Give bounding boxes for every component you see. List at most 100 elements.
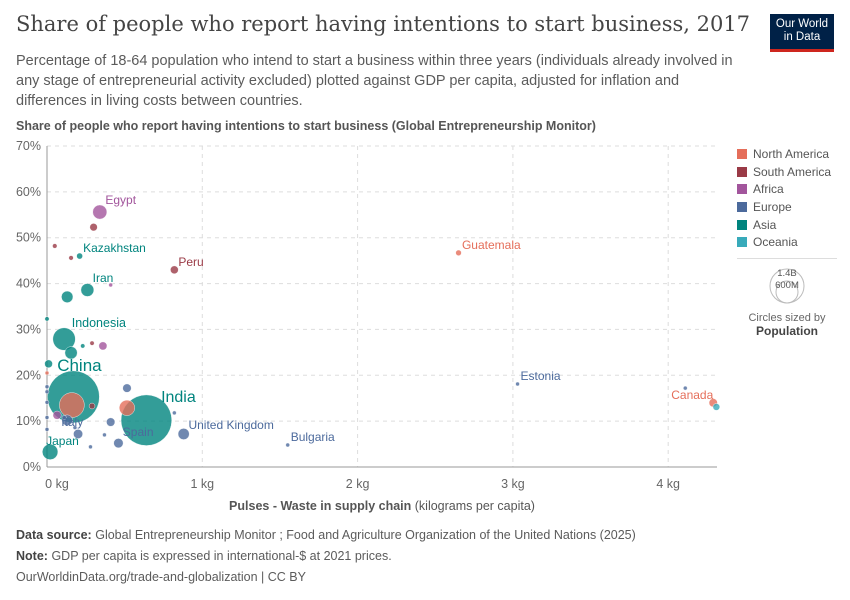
data-point [42, 443, 59, 460]
data-point [92, 204, 108, 220]
legend-item[interactable]: Oceania [737, 233, 831, 251]
data-point [80, 343, 86, 349]
data-point [52, 410, 62, 420]
point-label: China [57, 356, 102, 375]
data-point [80, 283, 95, 297]
data-point [44, 384, 50, 389]
size-legend-circles: 1.4B 600M [769, 268, 805, 304]
legend-item[interactable]: Asia [737, 216, 831, 234]
data-point [455, 249, 462, 256]
data-point [89, 340, 95, 346]
legend-item[interactable]: Africa [737, 180, 831, 198]
x-tick-label: 3 kg [501, 477, 525, 491]
url-link[interactable]: OurWorldinData.org/trade-and-globalizati… [16, 570, 306, 584]
data-point [108, 282, 113, 288]
x-tick-label: 2 kg [346, 477, 370, 491]
legend-swatch [737, 219, 747, 230]
y-tick-label: 20% [16, 368, 41, 382]
chart-title: Share of people who report having intent… [16, 12, 751, 36]
data-point [172, 410, 177, 416]
point-label: Japan [46, 434, 79, 448]
region-legend: North America South America Africa Europe As… [737, 145, 831, 251]
x-tick-label: 0 kg [45, 477, 69, 491]
legend-label: North America [753, 146, 830, 161]
point-label: Bulgaria [291, 430, 335, 444]
source-text: Global Entrepreneurship Monitor ; Food a… [95, 528, 636, 542]
point-label: Peru [178, 255, 203, 269]
data-point [515, 381, 520, 387]
point-label: Estonia [521, 369, 561, 383]
data-point [76, 252, 83, 260]
size-caption: Circles sized by [748, 312, 826, 324]
owid-logo[interactable]: Our World in Data [770, 14, 834, 52]
data-point [89, 223, 98, 232]
data-point [44, 415, 50, 420]
size-variable: Population [756, 324, 818, 338]
legend-swatch [737, 201, 747, 212]
data-point [102, 432, 107, 438]
source-line: Data source: Global Entrepreneurship Mon… [16, 528, 636, 542]
data-point [122, 383, 132, 393]
legend-label: South America [753, 164, 832, 179]
legend-label: Asia [753, 217, 777, 232]
data-point [61, 290, 74, 303]
size-legend-small: 600M [775, 280, 799, 291]
legend-swatch [737, 148, 747, 159]
data-point [98, 341, 108, 351]
size-legend: 1.4B 600M Circles sized by Population [737, 258, 837, 338]
data-point [44, 359, 53, 368]
x-tick-label: 1 kg [190, 477, 214, 491]
legend-label: Africa [753, 182, 784, 197]
data-point [73, 429, 83, 439]
data-point [64, 346, 78, 360]
data-point [119, 399, 135, 416]
data-point [52, 243, 58, 249]
y-tick-label: 40% [16, 277, 41, 291]
x-axis-title: Pulses - Waste in supply chain (kilogram… [229, 499, 535, 513]
y-tick-label: 60% [16, 185, 41, 199]
legend-item[interactable]: North America [737, 145, 831, 163]
data-point [88, 402, 96, 410]
data-point [61, 415, 67, 420]
data-point [170, 265, 179, 274]
legend-swatch [737, 166, 747, 177]
legend-swatch [737, 184, 747, 195]
point-label: Egypt [105, 193, 136, 207]
y-axis-title: Share of people who report having intent… [16, 119, 596, 133]
legend-swatch [737, 237, 747, 248]
data-point [68, 255, 74, 261]
data-point [285, 442, 290, 448]
point-label: Kazakhstan [83, 241, 146, 255]
y-tick-label: 70% [16, 139, 41, 153]
data-point [44, 400, 50, 405]
note-text: GDP per capita is expressed in internati… [51, 549, 392, 563]
size-legend-big: 1.4B [777, 268, 797, 279]
data-point [59, 392, 85, 418]
point-label: Guatemala [462, 238, 521, 252]
y-tick-label: 10% [16, 414, 41, 428]
point-label: Canada [671, 388, 713, 402]
data-point [88, 444, 93, 450]
legend-item[interactable]: Europe [737, 198, 831, 216]
point-label: Italy [61, 415, 83, 429]
data-point [683, 385, 688, 391]
point-label: Iran [93, 271, 114, 285]
legend-label: Europe [753, 199, 792, 214]
y-tick-label: 50% [16, 231, 41, 245]
point-label: Spain [123, 425, 154, 439]
data-point [44, 389, 50, 394]
point-label: United Kingdom [188, 418, 273, 432]
data-point [106, 417, 116, 427]
data-point [177, 428, 190, 440]
legend-item[interactable]: South America [737, 163, 831, 181]
point-label: India [161, 389, 196, 406]
data-point [113, 438, 124, 449]
data-point [72, 425, 78, 430]
data-point [52, 327, 76, 351]
x-tick-label: 4 kg [656, 477, 680, 491]
y-tick-label: 0% [23, 460, 41, 474]
point-label: Indonesia [72, 316, 126, 330]
data-point [44, 427, 50, 432]
data-point [44, 370, 50, 376]
